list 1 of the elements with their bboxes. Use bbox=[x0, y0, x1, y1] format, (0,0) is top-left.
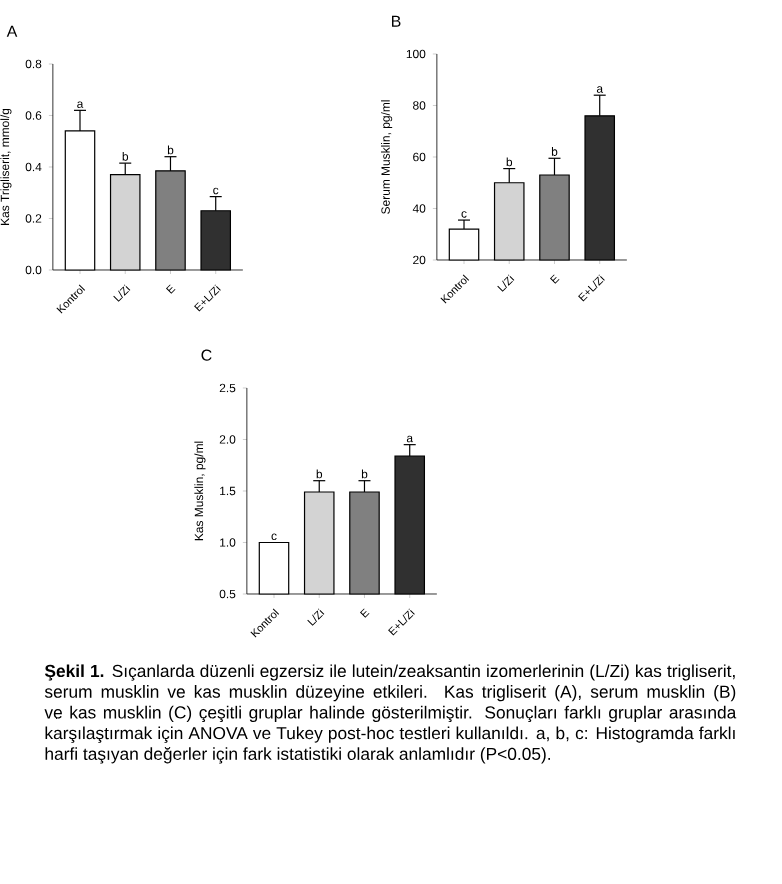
text: Şekil 1. Sıçanlarda düzenli egzersiz ile lutein/zeaksantin izomerlerinin (L/Zi) kas trigliserit, serum musklin ve kas musklin düzeyine etkileri. Kas trigliserit (A), serum musklin (B) ve kas musklin (C) çeşitli gruplar halinde gösterilmiştir. Sonuçları farklı gruplar arasında karşılaştırmak için ANOVA ve Tukey post-hoc testleri kullanıldı. a, b, c: Histogramda farklı harfi taşıyan değerler için fark istatistiki olarak anlamlıdır (P<0.05). bbox=[44, 664, 737, 764]
